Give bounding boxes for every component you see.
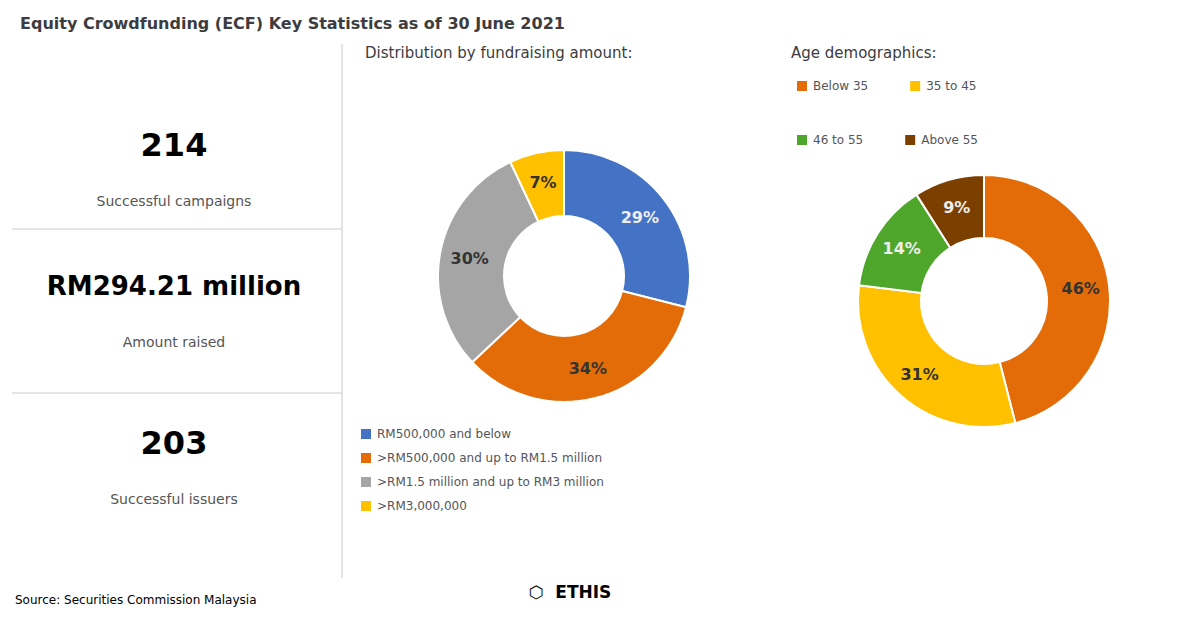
svg-text:29%: 29% (621, 208, 659, 227)
svg-text:RM500,000 and below: RM500,000 and below (377, 427, 511, 441)
svg-text:RM294.21 million: RM294.21 million (47, 271, 301, 301)
svg-text:>RM1.5 million and up to RM3 m: >RM1.5 million and up to RM3 million (377, 475, 604, 489)
svg-text:7%: 7% (529, 173, 556, 192)
svg-text:46 to 55: 46 to 55 (813, 133, 863, 147)
svg-text:14%: 14% (883, 239, 921, 258)
svg-text:214: 214 (141, 126, 208, 164)
svg-text:Above 55: Above 55 (921, 133, 978, 147)
svg-text:31%: 31% (900, 365, 938, 384)
svg-text:>RM3,000,000: >RM3,000,000 (377, 499, 467, 513)
svg-text:46%: 46% (1062, 279, 1100, 298)
svg-text:34%: 34% (569, 359, 607, 378)
svg-text:Age demographics:: Age demographics: (791, 44, 937, 62)
svg-text:30%: 30% (451, 249, 489, 268)
svg-text:Equity Crowdfunding (ECF) Key: Equity Crowdfunding (ECF) Key Statistics… (20, 14, 565, 33)
svg-text:Successful campaigns: Successful campaigns (97, 193, 252, 209)
svg-text:Successful issuers: Successful issuers (110, 491, 238, 507)
svg-text:>RM500,000 and up to RM1.5 mil: >RM500,000 and up to RM1.5 million (377, 451, 602, 465)
svg-text:9%: 9% (943, 198, 970, 217)
svg-text:203: 203 (141, 424, 208, 462)
svg-text:Below 35: Below 35 (813, 79, 868, 93)
svg-text:⬡ ETHIS: ⬡ ETHIS (529, 582, 612, 602)
svg-text:Source: Securities Commission: Source: Securities Commission Malaysia (15, 593, 257, 607)
svg-text:Distribution by fundraising am: Distribution by fundraising amount: (365, 44, 633, 62)
svg-text:35 to 45: 35 to 45 (926, 79, 976, 93)
svg-text:Amount raised: Amount raised (123, 334, 225, 350)
